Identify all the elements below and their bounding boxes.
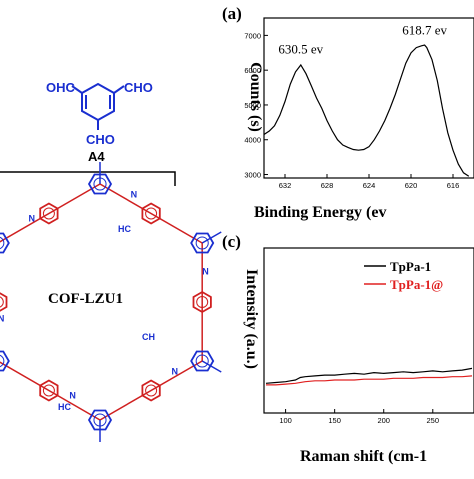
- cof-phenylene-ring: [192, 290, 212, 314]
- a4-label: A4: [88, 149, 105, 164]
- panel-a-label: (a): [222, 4, 242, 23]
- cof-hc-label: CH: [142, 332, 155, 342]
- panel-c-ylabel: Intensity (a.u.): [243, 268, 260, 369]
- cof-phenylene-ring: [141, 379, 161, 402]
- cof-benzene-node: [87, 409, 113, 431]
- legend-label: TpPa-1@: [390, 277, 443, 292]
- structure-panel: OHC CHO CHO A4 N N N N N N HC CH HC COF-LZU1: [0, 0, 225, 474]
- cof-label: COF-LZU1: [48, 291, 123, 307]
- cof-benzene-node-inner: [195, 236, 209, 250]
- y-tick-label: 5000: [244, 101, 261, 110]
- panel-c: (c) 100 150 200 250 TpPa-1 TpPa-1@ Raman shif…: [222, 228, 474, 474]
- series-line-0: [265, 367, 473, 384]
- cof-outer-bond: [201, 360, 222, 373]
- x-tick-label: 616: [447, 181, 460, 190]
- xps-chart: 632 628 624 620 616 3000 4000 5000 6000 7000 630.5…: [244, 17, 474, 190]
- y-tick-label: 7000: [244, 31, 261, 40]
- panel-c-label: (c): [222, 232, 241, 251]
- cof-ring: N N N N N N HC CH HC: [0, 162, 222, 442]
- cof-hc-label: HC: [118, 224, 131, 234]
- a4-cho-top-right: CHO: [124, 80, 153, 95]
- y-tick-label: 3000: [244, 171, 261, 180]
- cof-benzene-node: [0, 350, 10, 372]
- cof-phenylene-ring-inner: [42, 207, 55, 220]
- cof-phenylene-ring: [39, 202, 59, 225]
- cof-linker-bond: [99, 360, 203, 421]
- series-line-1: [266, 375, 473, 386]
- a4-cho-top-left: OHC: [46, 80, 76, 95]
- x-tick-label: 620: [405, 181, 418, 190]
- x-tick-label: 200: [377, 416, 390, 425]
- cof-phenylene-ring-inner: [145, 384, 158, 397]
- cof-benzene-node-inner: [195, 354, 209, 368]
- cof-benzene-node: [0, 232, 10, 254]
- cof-phenylene-ring-inner: [196, 296, 209, 308]
- legend-label: TpPa-1: [390, 259, 431, 274]
- series-line-0: [263, 44, 470, 177]
- peak-annotation: 630.5 ev: [278, 41, 323, 56]
- cof-hc-label: HC: [58, 402, 71, 412]
- cof-phenylene-ring-inner: [42, 384, 55, 397]
- cof-n-atom: N: [28, 213, 35, 223]
- cof-n-atom: N: [69, 390, 76, 400]
- panel-a-xlabel: Binding Energy (ev: [254, 204, 387, 221]
- a4-monomer: [71, 82, 125, 130]
- structure-diagram: OHC CHO CHO A4 N N N N N N HC CH HC COF-LZU1: [0, 80, 222, 442]
- cof-linker-bond: [99, 183, 203, 244]
- cof-linker-bond: [0, 361, 101, 421]
- cof-phenylene-ring-inner: [0, 296, 4, 308]
- cof-n-atom: N: [131, 190, 138, 200]
- cof-benzene-node: [190, 232, 215, 254]
- x-tick-label: 250: [427, 416, 440, 425]
- panel-c-xlabel: Raman shift (cm-1: [300, 448, 428, 465]
- cof-benzene-node-inner: [0, 354, 5, 368]
- peak-annotation: 618.7 ev: [402, 22, 447, 37]
- panel-a-ylabel: Counts (s): [247, 62, 264, 132]
- y-tick-label: 4000: [244, 136, 261, 145]
- cof-benzene-node: [87, 173, 113, 195]
- plot-frame: [263, 247, 474, 414]
- cof-phenylene-ring: [141, 202, 161, 225]
- y-tick-label: 6000: [244, 66, 261, 75]
- cof-n-atom: N: [0, 314, 4, 324]
- cof-phenylene-ring: [39, 379, 59, 402]
- cof-phenylene-ring: [0, 292, 8, 312]
- cof-benzene-node: [190, 350, 215, 372]
- x-tick-label: 632: [279, 181, 292, 190]
- cof-linker-bond: [0, 183, 101, 243]
- x-tick-label: 150: [328, 416, 341, 425]
- bracket: [0, 171, 176, 186]
- cof-n-atom: N: [202, 266, 209, 276]
- cof-phenylene-ring-inner: [145, 207, 158, 220]
- x-tick-label: 100: [279, 416, 292, 425]
- x-tick-label: 624: [363, 181, 376, 190]
- cof-n-atom: N: [172, 367, 179, 377]
- cof-outer-bond: [201, 231, 222, 244]
- raman-chart: 100 150 200 250 TpPa-1 TpPa-1@: [263, 247, 474, 425]
- x-tick-label: 628: [321, 181, 334, 190]
- a4-cho-bottom: CHO: [86, 132, 115, 147]
- panel-a: (a) 632 628 624 620 616 3000 4000 5000 6000 7000 6…: [222, 0, 474, 225]
- cof-benzene-node-inner: [0, 236, 5, 250]
